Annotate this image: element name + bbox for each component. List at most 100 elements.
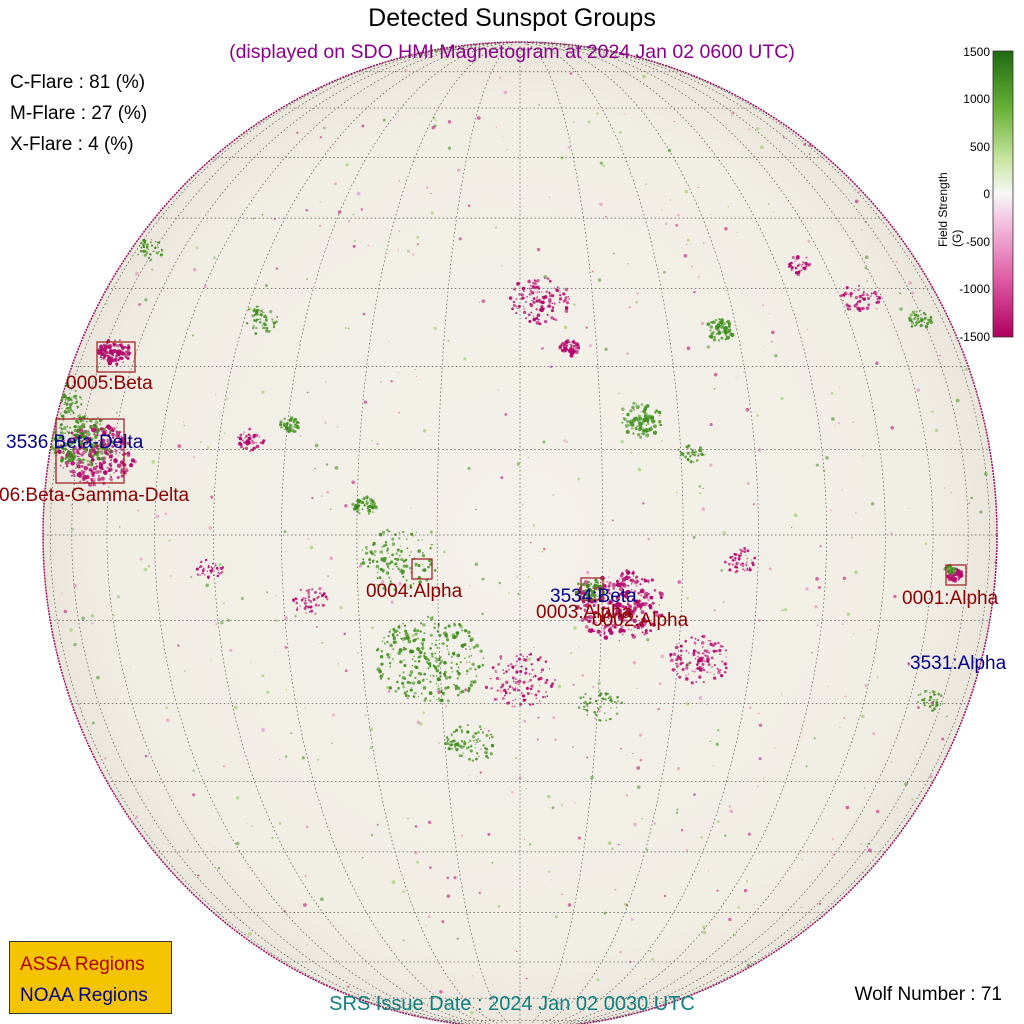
magnetic-feature	[263, 311, 265, 314]
network-feature	[660, 439, 663, 442]
magnetic-feature	[238, 436, 242, 440]
network-feature	[977, 588, 980, 592]
network-feature	[296, 131, 299, 134]
magnetic-feature	[551, 302, 554, 304]
network-feature	[332, 713, 335, 717]
magnetic-feature	[252, 433, 256, 437]
network-feature	[352, 244, 356, 248]
magnetic-feature	[78, 336, 81, 338]
magnetic-feature	[693, 641, 696, 643]
network-feature	[329, 556, 334, 561]
network-feature	[537, 716, 540, 719]
network-feature	[822, 469, 826, 472]
magnetic-feature	[684, 455, 688, 459]
magnetic-feature	[690, 454, 693, 457]
magnetic-feature	[709, 329, 712, 332]
magnetic-feature	[48, 427, 52, 431]
network-feature	[382, 118, 386, 122]
magnetic-feature	[563, 292, 566, 295]
network-feature	[515, 756, 518, 760]
network-feature	[889, 85, 891, 87]
magnetic-feature	[409, 566, 412, 570]
network-feature	[367, 244, 370, 247]
magnetic-feature	[445, 635, 449, 639]
network-feature	[861, 714, 865, 719]
network-feature	[641, 817, 643, 820]
network-feature	[557, 684, 562, 689]
magnetic-feature	[711, 666, 713, 668]
magnetic-feature	[701, 635, 704, 638]
network-feature	[896, 261, 898, 263]
magnetic-feature	[606, 610, 610, 614]
magnetic-feature	[453, 635, 457, 639]
magnetic-feature	[369, 550, 373, 554]
network-feature	[362, 312, 366, 316]
magnetic-feature	[209, 569, 213, 573]
magnetic-feature	[933, 698, 936, 701]
magnetic-feature	[102, 446, 105, 450]
network-feature	[588, 344, 592, 348]
magnetic-feature	[243, 447, 245, 450]
network-feature	[563, 325, 568, 330]
magnetic-feature	[126, 441, 131, 446]
magnetic-feature	[468, 655, 471, 658]
magnetic-feature	[283, 417, 286, 421]
magnetic-feature	[878, 296, 882, 300]
magnetic-feature	[724, 334, 727, 337]
magnetic-feature	[44, 400, 47, 404]
network-feature	[852, 421, 854, 423]
magnetic-feature	[43, 405, 45, 408]
magnetic-feature	[60, 445, 64, 449]
network-feature	[525, 788, 527, 790]
network-feature	[73, 211, 76, 214]
magnetic-feature	[383, 642, 386, 645]
magnetic-feature	[960, 573, 964, 578]
magnetic-feature	[842, 300, 844, 302]
magnetic-feature	[508, 692, 511, 695]
magnetic-feature	[284, 426, 289, 430]
network-feature	[570, 651, 573, 655]
magnetic-feature	[473, 681, 475, 684]
magnetic-feature	[445, 736, 449, 739]
magnetic-feature	[636, 432, 641, 437]
network-feature	[199, 440, 203, 444]
network-feature	[51, 637, 53, 640]
magnetic-feature	[499, 655, 503, 659]
magnetic-feature	[926, 322, 930, 326]
magnetic-feature	[678, 675, 682, 679]
network-feature	[680, 829, 684, 832]
magnetic-feature	[70, 431, 73, 434]
magnetic-feature	[538, 684, 541, 687]
network-feature	[301, 756, 305, 760]
magnetic-feature	[520, 665, 523, 668]
magnetic-feature	[409, 688, 413, 692]
magnetic-feature	[80, 469, 84, 473]
magnetic-feature	[451, 661, 454, 663]
network-feature	[607, 841, 612, 845]
magnetic-feature	[257, 309, 260, 312]
magnetic-feature	[403, 646, 406, 650]
network-feature	[70, 296, 73, 299]
magnetic-feature	[72, 433, 76, 437]
magnetic-feature	[433, 665, 438, 670]
magnetic-feature	[689, 460, 693, 464]
magnetic-feature	[625, 595, 629, 599]
magnetic-feature	[412, 582, 415, 585]
magnetic-feature	[487, 756, 490, 759]
network-feature	[135, 271, 139, 276]
magnetic-feature	[67, 409, 71, 414]
magnetic-feature	[598, 694, 602, 697]
magnetic-feature	[283, 428, 285, 431]
magnetic-feature	[99, 344, 103, 349]
network-feature	[843, 311, 846, 314]
magnetic-feature	[56, 399, 59, 403]
magnetic-feature	[396, 557, 400, 562]
network-feature	[686, 346, 691, 351]
network-feature	[834, 423, 836, 425]
magnetic-feature	[443, 672, 446, 676]
network-feature	[371, 626, 374, 630]
magnetic-feature	[594, 586, 597, 590]
network-feature	[611, 519, 614, 522]
network-feature	[261, 728, 265, 732]
magnetic-feature	[576, 582, 580, 586]
